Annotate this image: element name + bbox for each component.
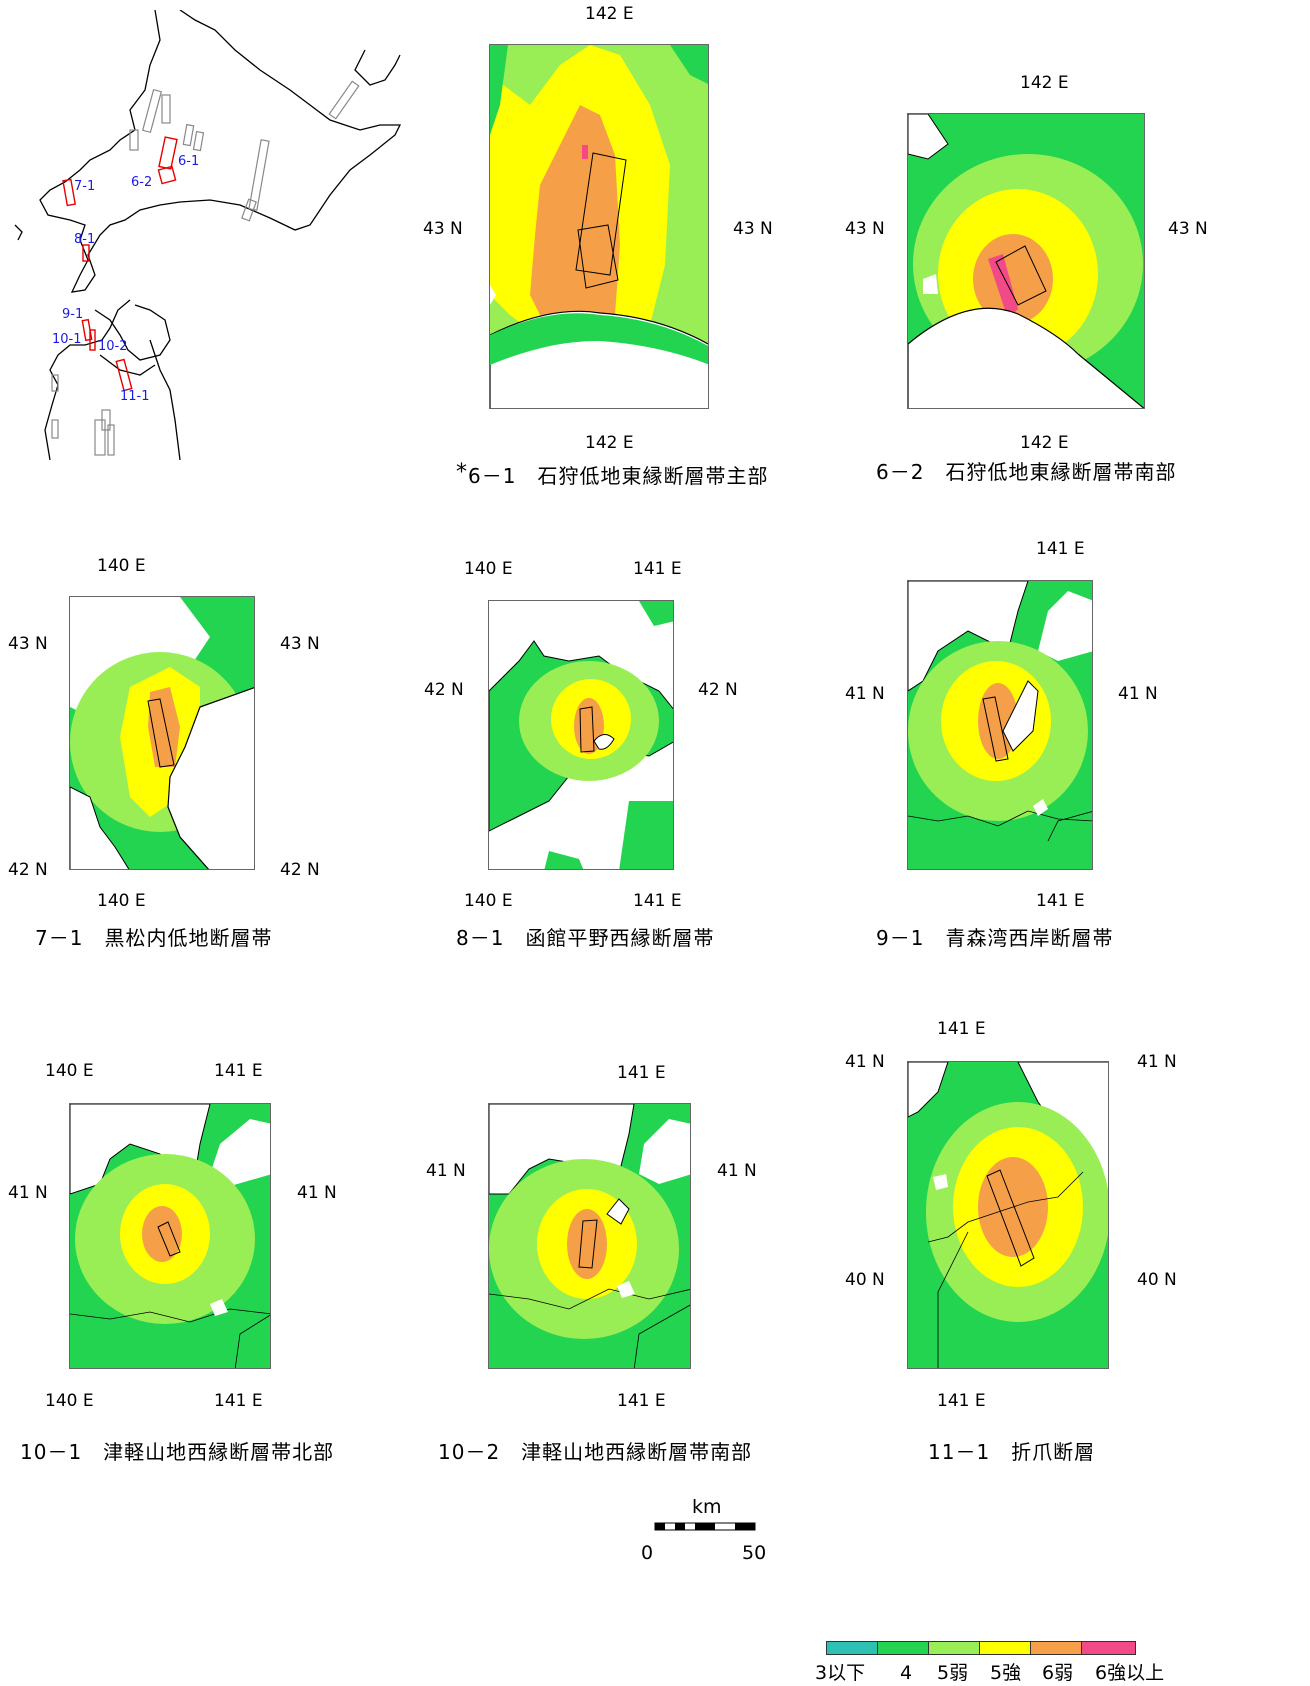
intensity-map-10-1 [69, 1103, 271, 1369]
scale-bar-graphic [654, 1522, 756, 1531]
left-lat-label: 42 N [424, 680, 464, 700]
top-lon-label: 142 E [585, 4, 634, 24]
panel-caption: 10－2 津軽山地西縁断層帯南部 [438, 1440, 753, 1464]
panel-caption: 7－1 黒松内低地断層帯 [35, 926, 273, 950]
right-lat-label: 41 N [297, 1183, 337, 1203]
left-lat-label: 41 N [426, 1161, 466, 1181]
caption-mark: * [456, 460, 468, 485]
panel-caption: *6－1 石狩低地東縁断層帯主部 [456, 460, 769, 488]
intensity-map-8-1 [488, 600, 674, 870]
right-lat-label: 43 N [733, 219, 773, 239]
top-lon-label: 141 E [1036, 539, 1085, 559]
left-lat-label: 43 N [423, 219, 463, 239]
legend-label-6-lower: 6弱 [1042, 1662, 1074, 1684]
index-map-coastline [14, 9, 402, 461]
left-lat-top-label: 43 N [8, 634, 48, 654]
index-map: 6-1 6-2 7-1 8-1 9-1 10-1 10-2 11-1 [10, 9, 410, 461]
index-label-10-1: 10-1 [52, 332, 82, 347]
left-lat-bottom-label: 42 N [8, 860, 48, 880]
bottom-lon-a-label: 140 E [464, 891, 513, 911]
index-label-6-2: 6-2 [131, 175, 153, 190]
bottom-lon-label: 141 E [617, 1391, 666, 1411]
intensity-map-6-1 [489, 44, 709, 409]
intensity-map-10-2 [488, 1103, 691, 1369]
left-lat-label: 43 N [845, 219, 885, 239]
top-lon-label: 142 E [1020, 73, 1069, 93]
panel-caption: 8－1 函館平野西縁断層帯 [456, 926, 715, 950]
right-lat-label: 42 N [698, 680, 738, 700]
top-lon-a-label: 140 E [45, 1061, 94, 1081]
scale-unit: km [692, 1496, 722, 1518]
top-lon-label: 141 E [617, 1063, 666, 1083]
top-lon-label: 141 E [937, 1019, 986, 1039]
index-label-6-1: 6-1 [178, 154, 200, 169]
top-lon-b-label: 141 E [633, 559, 682, 579]
legend-label-5-upper: 5強 [990, 1662, 1022, 1684]
right-lat-top-label: 43 N [280, 634, 320, 654]
legend-label-5-lower: 5弱 [937, 1662, 969, 1684]
intensity-map-9-1 [907, 580, 1093, 870]
top-lon-a-label: 140 E [464, 559, 513, 579]
index-label-10-2: 10-2 [98, 339, 128, 354]
caption-text: 6－1 石狩低地東縁断層帯主部 [468, 464, 769, 488]
bottom-lon-label: 142 E [585, 433, 634, 453]
scale-min: 0 [641, 1542, 654, 1564]
bottom-lon-label: 142 E [1020, 433, 1069, 453]
panel-caption: 6－2 石狩低地東縁断層帯南部 [876, 460, 1177, 484]
legend-swatch-4 [877, 1641, 929, 1655]
right-lat-top-label: 41 N [1137, 1052, 1177, 1072]
legend-swatch-5-lower [928, 1641, 980, 1655]
legend-swatch-6-lower [1030, 1641, 1082, 1655]
bottom-lon-b-label: 141 E [214, 1391, 263, 1411]
intensity-map-6-2 [907, 113, 1145, 409]
intensity-map-11-1 [907, 1061, 1109, 1369]
left-lat-label: 41 N [845, 684, 885, 704]
index-label-8-1: 8-1 [74, 232, 96, 247]
right-lat-bottom-label: 42 N [280, 860, 320, 880]
panel-caption: 10－1 津軽山地西縁断層帯北部 [20, 1440, 335, 1464]
index-label-7-1: 7-1 [74, 179, 96, 194]
top-lon-b-label: 141 E [214, 1061, 263, 1081]
left-lat-top-label: 41 N [845, 1052, 885, 1072]
intensity-map-7-1 [69, 596, 255, 870]
index-label-11-1: 11-1 [120, 389, 150, 404]
top-lon-label: 140 E [97, 556, 146, 576]
right-lat-label: 41 N [717, 1161, 757, 1181]
bottom-lon-a-label: 140 E [45, 1391, 94, 1411]
panel-caption: 11－1 折爪断層 [928, 1440, 1096, 1464]
bottom-lon-label: 141 E [1036, 891, 1085, 911]
left-lat-bottom-label: 40 N [845, 1270, 885, 1290]
legend-swatch-6-upper [1081, 1641, 1136, 1655]
legend-label-4: 4 [900, 1662, 913, 1684]
right-lat-label: 41 N [1118, 684, 1158, 704]
right-lat-label: 43 N [1168, 219, 1208, 239]
bottom-lon-label: 140 E [97, 891, 146, 911]
panel-caption: 9－1 青森湾西岸断層帯 [876, 926, 1114, 950]
legend-swatch-5-upper [979, 1641, 1031, 1655]
right-lat-bottom-label: 40 N [1137, 1270, 1177, 1290]
index-label-9-1: 9-1 [62, 307, 84, 322]
legend-label-le3: 3以下 [815, 1662, 866, 1684]
left-lat-label: 41 N [8, 1183, 48, 1203]
scale-max: 50 [742, 1542, 767, 1564]
bottom-lon-label: 141 E [937, 1391, 986, 1411]
bottom-lon-b-label: 141 E [633, 891, 682, 911]
legend-swatch-le3 [826, 1641, 878, 1655]
legend-label-6-upper: 6強以上 [1095, 1662, 1165, 1684]
